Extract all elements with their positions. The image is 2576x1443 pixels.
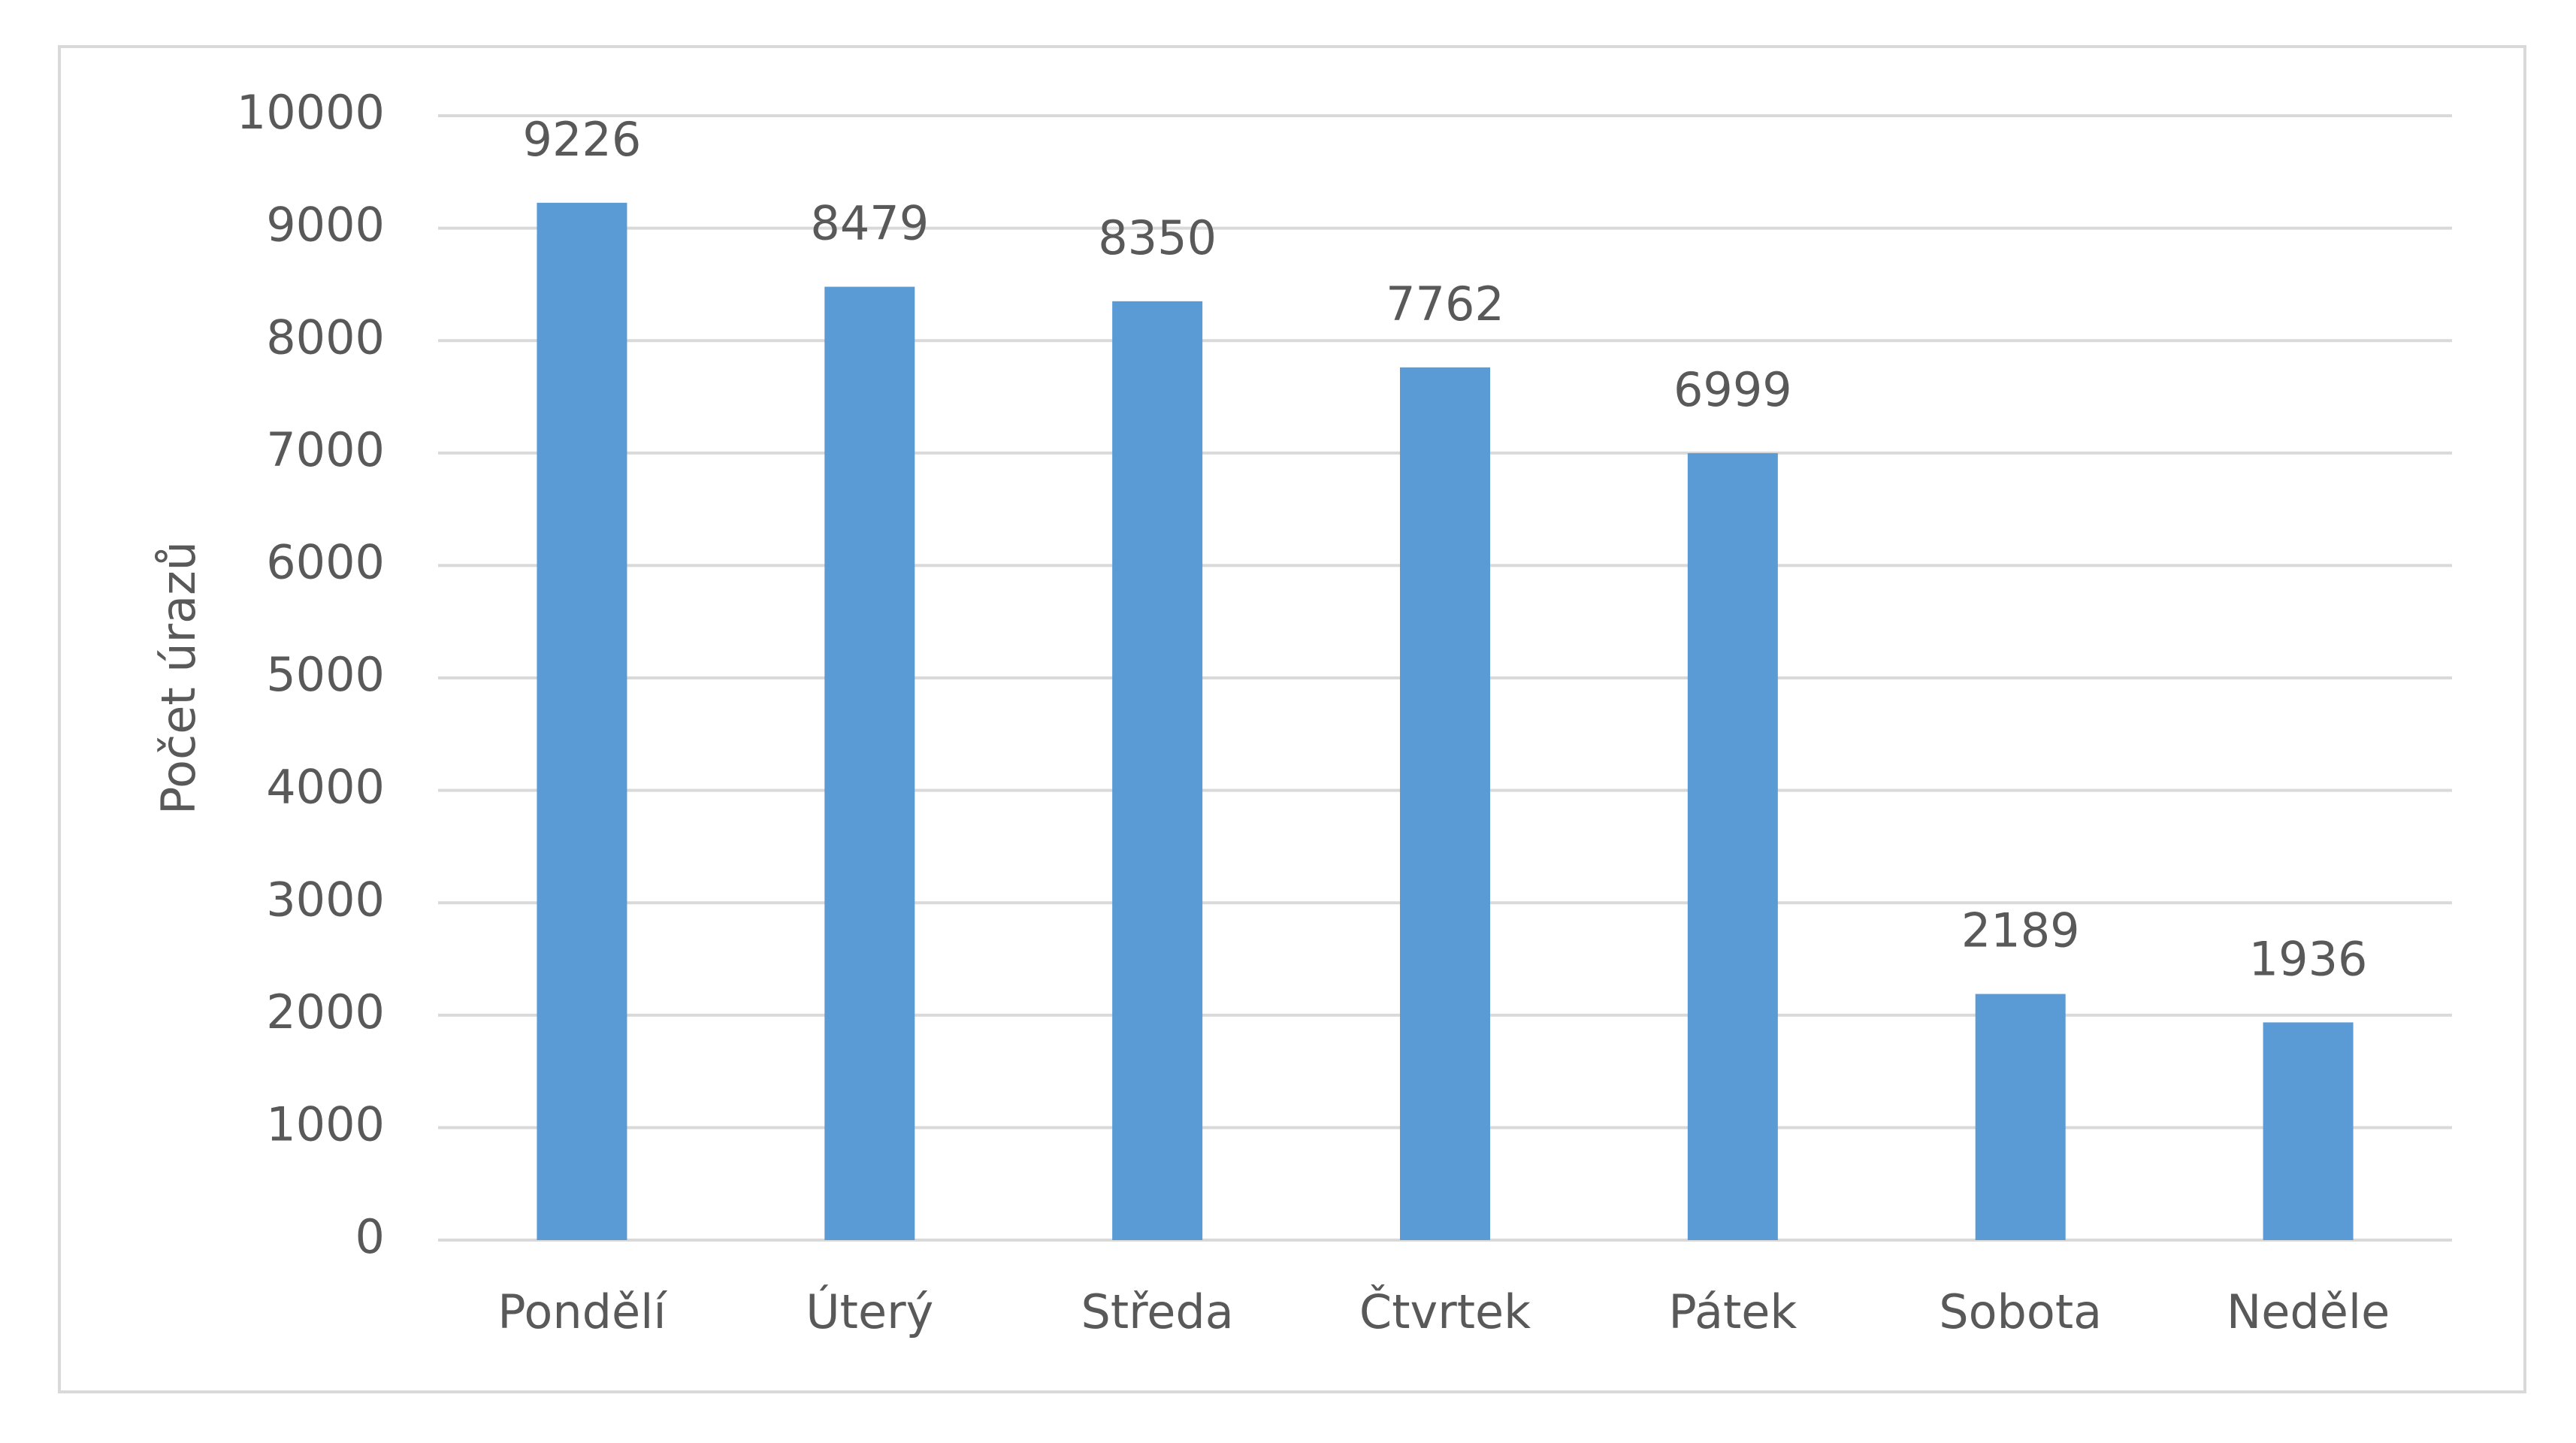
x-tick-label: Pátek bbox=[1668, 1284, 1797, 1339]
data-label: 2189 bbox=[1961, 903, 2080, 958]
x-tick-label: Středa bbox=[1081, 1284, 1233, 1339]
x-tick-label: Sobota bbox=[1939, 1284, 2102, 1339]
y-tick-label: 8000 bbox=[266, 310, 385, 365]
y-tick-label: 10000 bbox=[237, 85, 385, 140]
data-label: 7762 bbox=[1386, 277, 1504, 331]
y-tick-label: 2000 bbox=[266, 985, 385, 1039]
x-tick-label: Pondělí bbox=[497, 1284, 667, 1339]
x-tick-label: Úterý bbox=[806, 1284, 933, 1339]
y-tick-label: 5000 bbox=[266, 647, 385, 702]
data-label: 1936 bbox=[2249, 931, 2368, 986]
bar bbox=[1112, 301, 1203, 1241]
bar bbox=[1975, 994, 2066, 1240]
data-label: 8479 bbox=[810, 196, 929, 251]
y-tick-label: 0 bbox=[355, 1209, 385, 1264]
x-tick-label: Čtvrtek bbox=[1359, 1284, 1531, 1339]
y-axis-title: Počet úrazů bbox=[151, 541, 206, 815]
y-tick-label: 4000 bbox=[266, 760, 385, 815]
x-tick-label: Neděle bbox=[2227, 1284, 2390, 1339]
y-tick-label: 1000 bbox=[266, 1097, 385, 1151]
y-tick-label: 6000 bbox=[266, 534, 385, 589]
bar bbox=[824, 286, 915, 1240]
bar bbox=[537, 202, 627, 1240]
data-label: 9226 bbox=[523, 112, 642, 167]
data-label: 6999 bbox=[1673, 362, 1792, 417]
y-tick-label: 7000 bbox=[266, 422, 385, 477]
data-label: 8350 bbox=[1098, 210, 1217, 265]
chart-border bbox=[58, 45, 2526, 1393]
bar bbox=[1687, 452, 1778, 1240]
bar bbox=[1400, 367, 1490, 1240]
y-tick-label: 9000 bbox=[266, 198, 385, 253]
bar bbox=[2263, 1022, 2354, 1240]
y-tick-label: 3000 bbox=[266, 872, 385, 927]
